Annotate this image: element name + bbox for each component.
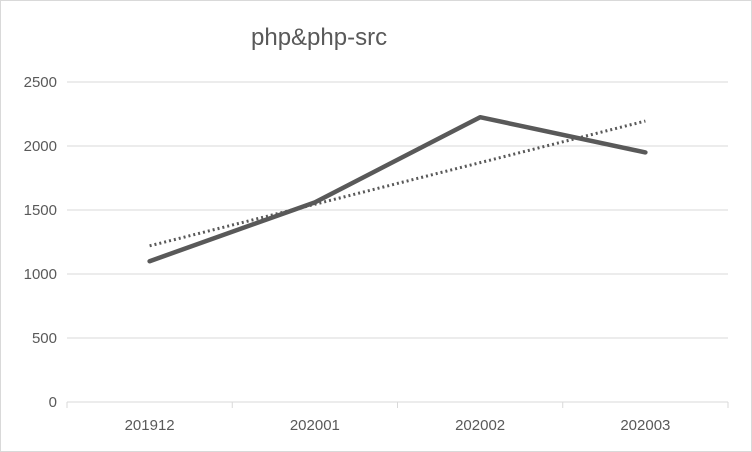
y-tick-label-500: 500 bbox=[32, 330, 57, 347]
trendline bbox=[149, 119, 646, 248]
x-tick-label-202001: 202001 bbox=[290, 417, 340, 434]
x-tick-label-201912: 201912 bbox=[125, 417, 175, 434]
chart-title: php&php-src bbox=[251, 24, 388, 51]
y-tick-label-2000: 2000 bbox=[24, 138, 57, 155]
y-tick-label-2500: 2500 bbox=[24, 74, 57, 91]
x-tick-label-202003: 202003 bbox=[620, 417, 670, 434]
y-tick-label-1000: 1000 bbox=[24, 266, 57, 283]
x-tick-label-202002: 202002 bbox=[455, 417, 505, 434]
series-line-0 bbox=[147, 114, 648, 264]
y-tick-label-1500: 1500 bbox=[24, 202, 57, 219]
y-tick-label-0: 0 bbox=[49, 394, 57, 411]
